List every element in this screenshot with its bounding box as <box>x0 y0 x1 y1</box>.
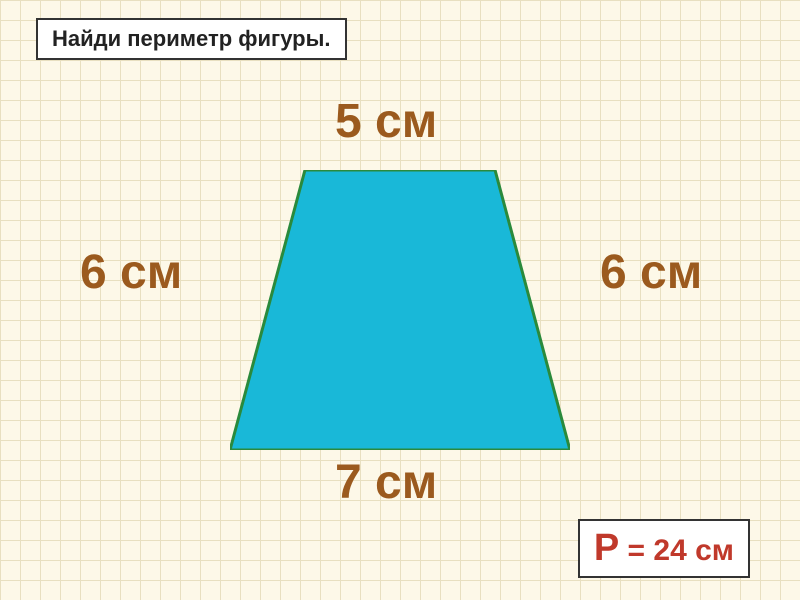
trapezoid-shape <box>230 170 570 450</box>
side-label-top: 5 см <box>335 94 437 149</box>
perimeter-result-box: Р = 24 см <box>578 519 750 578</box>
perimeter-symbol: Р <box>594 527 619 569</box>
task-title: Найди периметр фигуры. <box>52 26 331 51</box>
side-label-right: 6 см <box>600 245 702 300</box>
side-label-left: 6 см <box>80 245 182 300</box>
side-label-bottom: 7 см <box>335 455 437 510</box>
perimeter-value: = 24 см <box>619 534 734 567</box>
task-title-box: Найди периметр фигуры. <box>36 18 347 60</box>
trapezoid-polygon <box>230 170 570 450</box>
